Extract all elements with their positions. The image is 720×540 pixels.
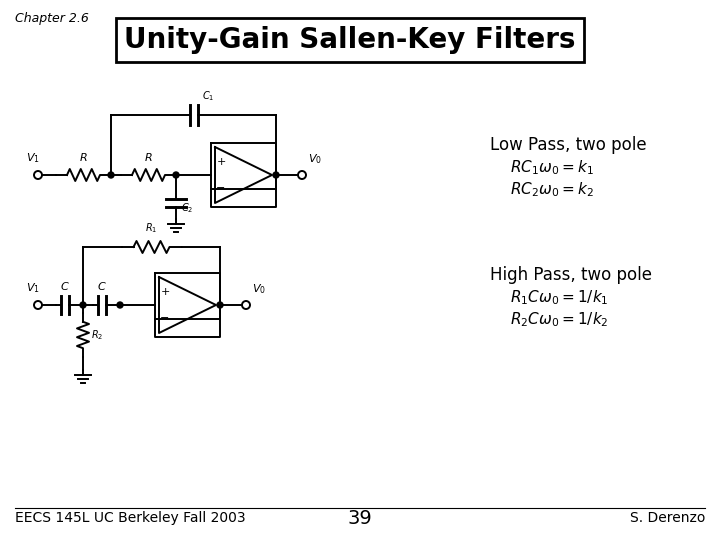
Text: $R_1C\omega_0 = 1/k_1$: $R_1C\omega_0 = 1/k_1$: [510, 289, 608, 307]
Text: −: −: [161, 313, 170, 322]
Text: $C$: $C$: [97, 280, 107, 292]
Text: $V_0$: $V_0$: [308, 152, 322, 166]
Text: +: +: [216, 157, 225, 167]
Text: −: −: [216, 183, 225, 193]
Text: $R_2$: $R_2$: [91, 328, 104, 342]
Text: $C$: $C$: [60, 280, 70, 292]
Text: $R_1$: $R_1$: [145, 221, 158, 235]
Circle shape: [273, 172, 279, 178]
Text: 39: 39: [348, 509, 372, 528]
Text: $V_1$: $V_1$: [26, 151, 40, 165]
Text: Unity-Gain Sallen-Key Filters: Unity-Gain Sallen-Key Filters: [125, 26, 576, 54]
Text: $R_2C\omega_0 = 1/k_2$: $R_2C\omega_0 = 1/k_2$: [510, 310, 608, 329]
Text: $RC_2\omega_0 = k_2$: $RC_2\omega_0 = k_2$: [510, 181, 594, 199]
Text: Chapter 2.6: Chapter 2.6: [15, 12, 89, 25]
Circle shape: [173, 172, 179, 178]
Text: $R$: $R$: [79, 151, 88, 163]
Text: Low Pass, two pole: Low Pass, two pole: [490, 136, 647, 154]
Text: High Pass, two pole: High Pass, two pole: [490, 266, 652, 284]
Text: $C_1$: $C_1$: [202, 89, 214, 103]
Circle shape: [217, 302, 223, 308]
Circle shape: [108, 172, 114, 178]
Circle shape: [80, 302, 86, 308]
Text: $RC_1\omega_0 = k_1$: $RC_1\omega_0 = k_1$: [510, 159, 594, 177]
Text: $V_1$: $V_1$: [26, 281, 40, 295]
Text: $R$: $R$: [144, 151, 153, 163]
Text: S. Derenzo: S. Derenzo: [629, 511, 705, 525]
Text: $V_0$: $V_0$: [252, 282, 266, 296]
Circle shape: [117, 302, 123, 308]
Text: $C_2$: $C_2$: [181, 201, 194, 215]
Text: +: +: [161, 287, 170, 298]
Text: EECS 145L UC Berkeley Fall 2003: EECS 145L UC Berkeley Fall 2003: [15, 511, 246, 525]
